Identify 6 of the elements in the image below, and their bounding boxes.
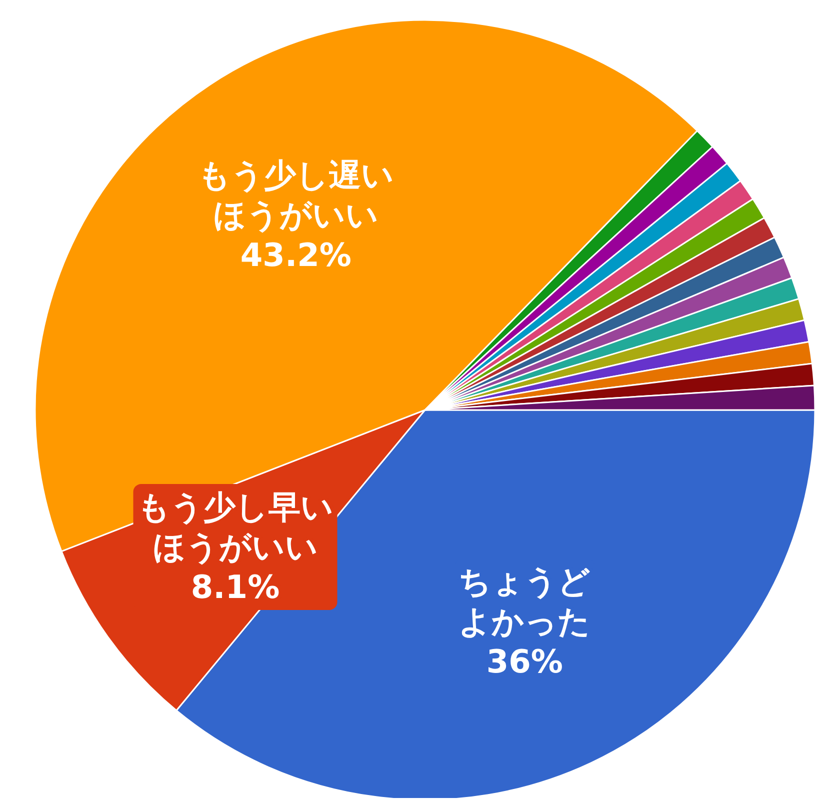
data-label: 43.2%: [240, 236, 352, 274]
data-label: 8.1%: [190, 568, 280, 606]
slice-label: ちょうどよかった: [458, 562, 591, 641]
data-label: 36%: [486, 642, 563, 681]
slice-label: もう少し遅いほうがいい: [198, 156, 394, 234]
slice-label: もう少し早いほうがいい: [137, 488, 334, 566]
